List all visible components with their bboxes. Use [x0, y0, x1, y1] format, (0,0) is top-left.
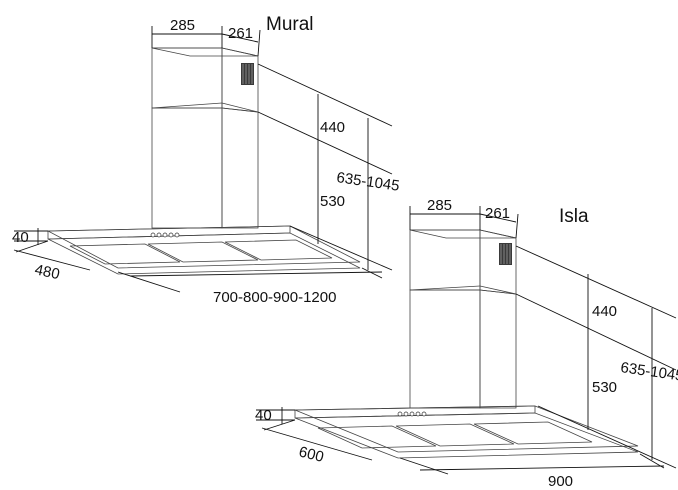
isla-height-range-label: 635-1045 — [619, 359, 678, 385]
isla-upper-chimney-label: 440 — [592, 303, 617, 320]
mural-chimney-upper-front — [151, 47, 223, 109]
isla-hood — [294, 229, 639, 459]
mural-hood — [46, 47, 361, 275]
mural-lower-chimney-label: 530 — [320, 193, 345, 210]
mural-chimney-width-label: 285 — [170, 17, 195, 34]
isla-chimney-upper-front — [409, 229, 481, 291]
isla-filter — [317, 425, 437, 449]
isla-chimney-lower-front — [409, 289, 481, 409]
mural-canopy-thickness-label: 40 — [12, 229, 29, 246]
mural-title: Mural — [266, 14, 314, 35]
isla-vent-grille — [499, 243, 512, 265]
mural-chimney-top — [151, 47, 259, 57]
mural-chimney-lower-side — [221, 107, 259, 229]
isla-filter — [395, 423, 515, 447]
mural-vent-grille — [241, 63, 254, 85]
mural-chimney-lower-front — [151, 107, 223, 229]
isla-canopy-underside — [294, 412, 639, 459]
mural-filter — [147, 241, 259, 263]
isla-title: Isla — [559, 206, 589, 227]
isla-control-buttons — [397, 411, 427, 417]
isla-canopy-thickness-label: 40 — [255, 407, 272, 424]
isla-chimney-depth-label: 261 — [485, 205, 510, 222]
mural-upper-chimney-label: 440 — [320, 119, 345, 136]
isla-canopy-depth-label: 600 — [297, 443, 325, 466]
isla-chimney-width-label: 285 — [427, 197, 452, 214]
isla-chimney-top — [409, 229, 517, 239]
mural-canopy-depth-label: 480 — [33, 261, 61, 283]
isla-filter — [473, 421, 593, 445]
isla-chimney-lower-side — [479, 289, 517, 409]
mural-chimney-depth-label: 261 — [228, 25, 253, 42]
isla-lower-chimney-label: 530 — [592, 379, 617, 396]
mural-control-buttons — [150, 232, 180, 238]
mural-filter — [69, 243, 181, 265]
mural-canopy-underside — [47, 232, 361, 275]
mural-filter — [224, 239, 333, 261]
mural-canopy-widths-label: 700-800-900-1200 — [213, 289, 336, 306]
isla-canopy-width-label: 900 — [548, 473, 573, 490]
mural-dimensions: 285 261 Mural 440 530 635-1045 40 480 70… — [12, 14, 401, 306]
